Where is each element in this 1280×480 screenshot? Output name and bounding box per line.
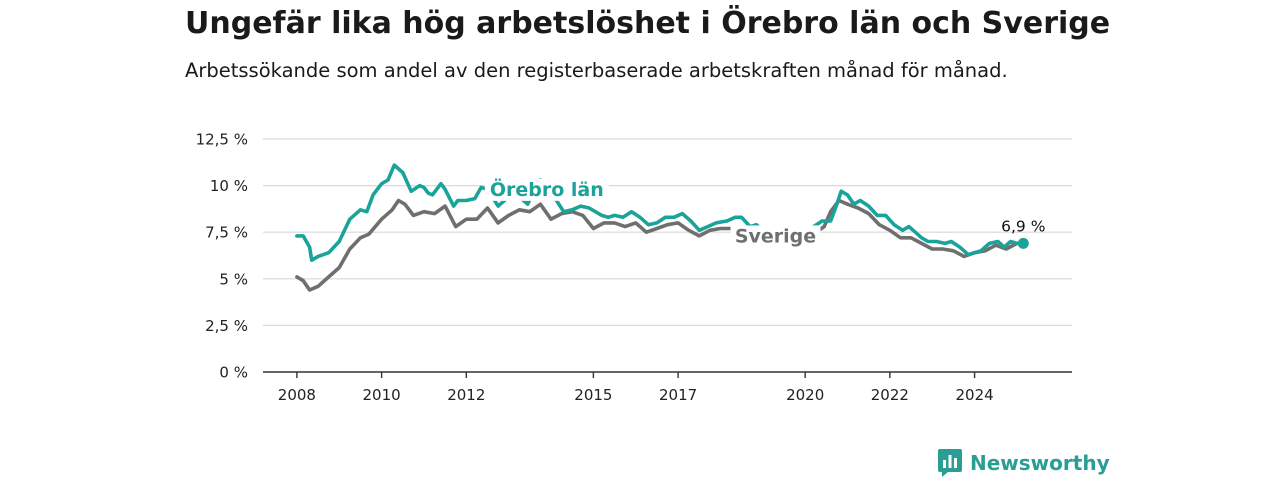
x-tick-label: 2015 bbox=[574, 386, 612, 404]
series-line-sverige bbox=[295, 198, 1019, 292]
brand-name: Newsworthy bbox=[970, 451, 1110, 475]
series-line-orebro bbox=[295, 163, 1026, 262]
series-label-sverige: Sverige bbox=[735, 225, 816, 247]
x-tick-label: 2024 bbox=[955, 386, 993, 404]
y-tick-label: 12,5 % bbox=[196, 131, 248, 149]
y-tick-label: 10 % bbox=[210, 177, 248, 195]
chart-subtitle: Arbetssökande som andel av den registerb… bbox=[185, 59, 1008, 82]
y-tick-label: 5 % bbox=[219, 270, 248, 288]
label-halo bbox=[730, 225, 821, 249]
label-halo bbox=[484, 178, 609, 201]
y-axis-tick-labels: 0 % 2,5 % 5 % 7,5 % 10 % 12,5 % bbox=[196, 131, 248, 382]
last-value-marker bbox=[1017, 237, 1029, 249]
y-tick-label: 7,5 % bbox=[205, 224, 248, 242]
y-tick-label: 2,5 % bbox=[205, 317, 248, 335]
line-chart: 0 %2,5 %5 %7,5 %10 %12,5 % 2008 2010 2012 2… bbox=[196, 131, 1072, 404]
x-tick-label: 2017 bbox=[659, 386, 697, 404]
series-lines bbox=[295, 163, 1029, 292]
annotations: Örebro län Sverige 6,9 % bbox=[484, 177, 1045, 249]
x-tick-label: 2010 bbox=[363, 386, 401, 404]
x-tick-label: 2022 bbox=[871, 386, 909, 404]
chart-title: Ungefär lika hög arbetslöshet i Örebro l… bbox=[185, 6, 1111, 41]
grid-lines bbox=[263, 138, 1072, 326]
x-tick-label: 2008 bbox=[278, 386, 316, 404]
newsworthy-logo-icon bbox=[938, 449, 962, 477]
last-value-label: 6,9 % bbox=[1001, 217, 1045, 235]
y-tick-label: 0 % bbox=[219, 364, 248, 382]
x-axis: 2008 2010 2012 2015 2017 2020 2022 2024 bbox=[263, 371, 1072, 404]
x-tick-label: 2012 bbox=[447, 386, 485, 404]
series-label-orebro: Örebro län bbox=[490, 177, 604, 201]
brand-logo: Newsworthy bbox=[937, 448, 1110, 478]
x-tick-label: 2020 bbox=[786, 386, 824, 404]
